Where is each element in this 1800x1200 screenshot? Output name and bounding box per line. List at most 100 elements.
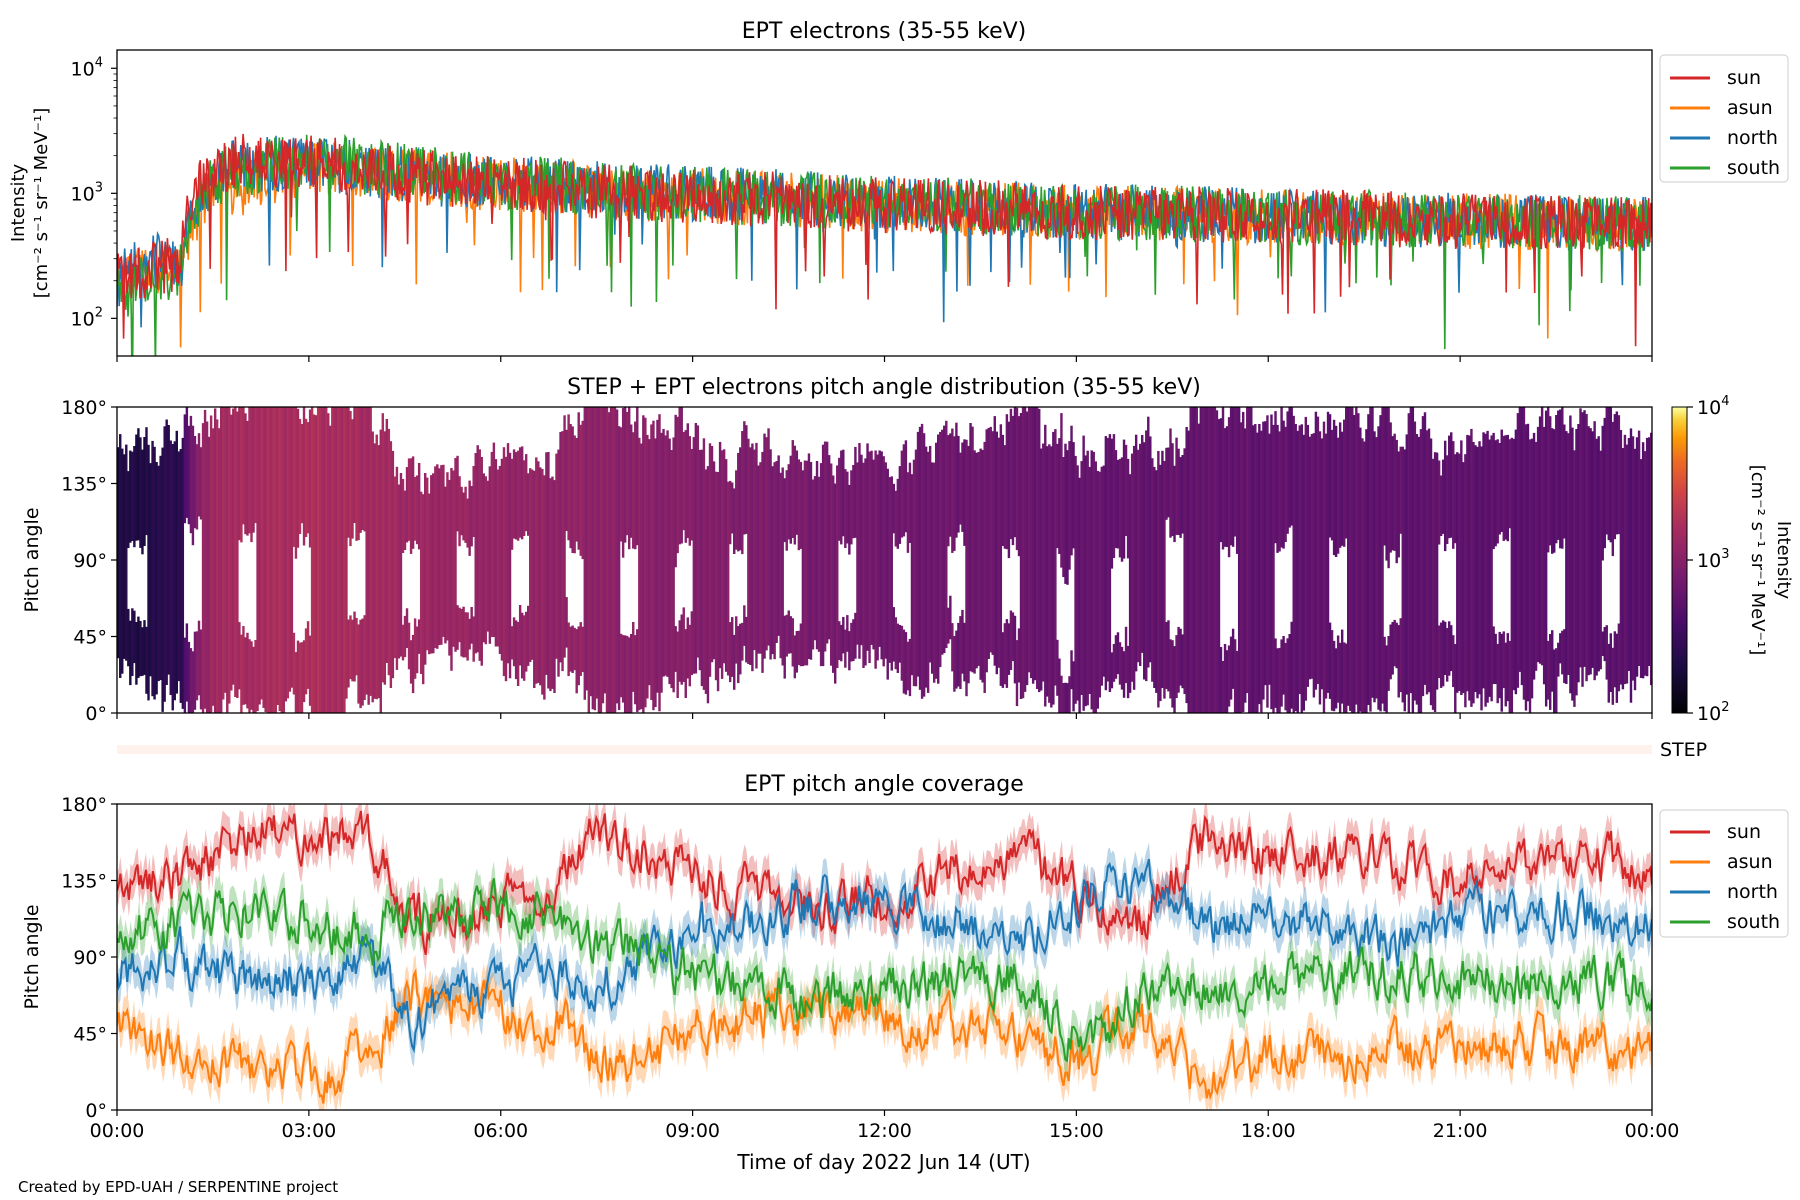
heatmap-cell [1191,407,1194,713]
heatmap-cell [1104,436,1108,691]
heatmap-cell [791,618,795,667]
heatmap-cell [355,617,358,676]
heatmap-cell [240,407,243,543]
heatmap-cell [1270,414,1273,710]
heatmap-cell [1474,445,1477,692]
colorbar-ticks: 102 103 104 [1687,394,1729,725]
heatmap-cell [121,448,124,674]
heatmap-cell [1643,451,1647,676]
heatmap-cell [916,431,920,677]
heatmap-cell [1300,424,1303,713]
heatmap-cell [1516,413,1520,688]
heatmap-cell [1096,470,1099,709]
heatmap-cell [226,407,229,713]
heatmap-cell [294,407,298,559]
heatmap-cell [1601,425,1604,561]
heatmap-cell [1391,436,1394,551]
heatmap-cell [514,620,518,680]
heatmap-cell [797,630,801,665]
heatmap-cell [510,626,514,660]
heatmap-cell [735,616,738,664]
heatmap-cell [1054,429,1057,686]
heatmap-cell [656,419,659,693]
heatmap-cell [1062,683,1065,713]
heatmap-cell [252,646,255,713]
heatmap-cell [1092,451,1095,713]
heatmap-cell [468,618,471,650]
heatmap-cell [1143,442,1146,680]
heatmap-cell [900,450,904,538]
heatmap-cell [1553,649,1556,713]
heatmap-cell [238,407,241,541]
heatmap-cell [1627,438,1631,671]
heatmap-cell [1060,675,1063,713]
heatmap-cell [1387,636,1390,691]
panel2-x-axis [116,713,1653,719]
heatmap-cell [1163,461,1166,699]
heatmap-cell [850,622,853,662]
heatmap-cell [522,460,526,536]
heatmap-cell [357,407,360,541]
heatmap-cell [975,452,978,669]
heatmap-cell [1229,407,1233,546]
heatmap-cell [789,455,792,544]
heatmap-cell [1375,437,1378,699]
heatmap-cell [1171,443,1174,537]
heatmap-cell [1151,458,1154,682]
heatmap-cell [145,626,148,694]
heatmap-cell [613,407,617,713]
heatmap-cell [266,407,269,713]
heatmap-cell [805,460,809,666]
heatmap-cell [260,407,263,700]
heatmap-cell [1555,415,1558,544]
heatmap-cell [636,629,639,713]
heatmap-cell [1508,439,1512,529]
heatmap-cell [1001,434,1005,546]
heatmap-cell [557,449,560,677]
heatmap-cell [1017,416,1021,557]
heatmap-cell [664,435,667,676]
panel1-title: EPT electrons (35-55 keV) [742,19,1027,44]
heatmap-cell [589,407,593,697]
heatmap-cell [985,429,988,673]
heatmap-cell [302,640,306,703]
heatmap-cell [1175,635,1178,698]
heatmap-cell [1272,424,1275,713]
heatmap-cell [1058,438,1061,554]
heatmap-cell [1342,419,1346,547]
step-label: STEP [1660,739,1707,761]
heatmap-cell [1425,430,1429,695]
heatmap-cell [516,621,520,686]
heatmap-cell [1490,435,1493,702]
heatmap-cell [325,407,328,713]
legend-label-asun: asun [1727,851,1773,873]
heatmap-cell [1569,415,1572,694]
x-tick-label: 00:00 [90,1120,145,1142]
legend-label-sun: sun [1727,67,1761,89]
heatmap-cell [1195,407,1198,713]
heatmap-cell [272,407,275,713]
heatmap-cell [1122,439,1126,559]
heatmap-cell [1266,415,1269,708]
heatmap-cell [684,430,687,543]
heatmap-cell [850,470,853,545]
heatmap-cell [1064,443,1067,584]
heatmap-cell [1385,407,1388,561]
heatmap-cell [575,629,578,694]
heatmap-cell [682,607,685,682]
heatmap-cell [1114,450,1118,549]
heatmap-cell [284,407,288,702]
heatmap-cell [1639,459,1643,678]
heatmap-cell [365,407,368,695]
heatmap-cell [397,484,401,659]
heatmap-cell [1336,635,1340,703]
heatmap-cell [1381,407,1384,704]
heatmap-cell [175,430,178,694]
heatmap-cell [583,407,586,700]
heatmap-cell [827,455,831,640]
heatmap-cell [211,428,215,706]
heatmap-cell [1599,450,1602,670]
heatmap-cell [1183,448,1186,694]
heatmap-cell [1001,632,1005,688]
heatmap-cell [771,466,774,655]
